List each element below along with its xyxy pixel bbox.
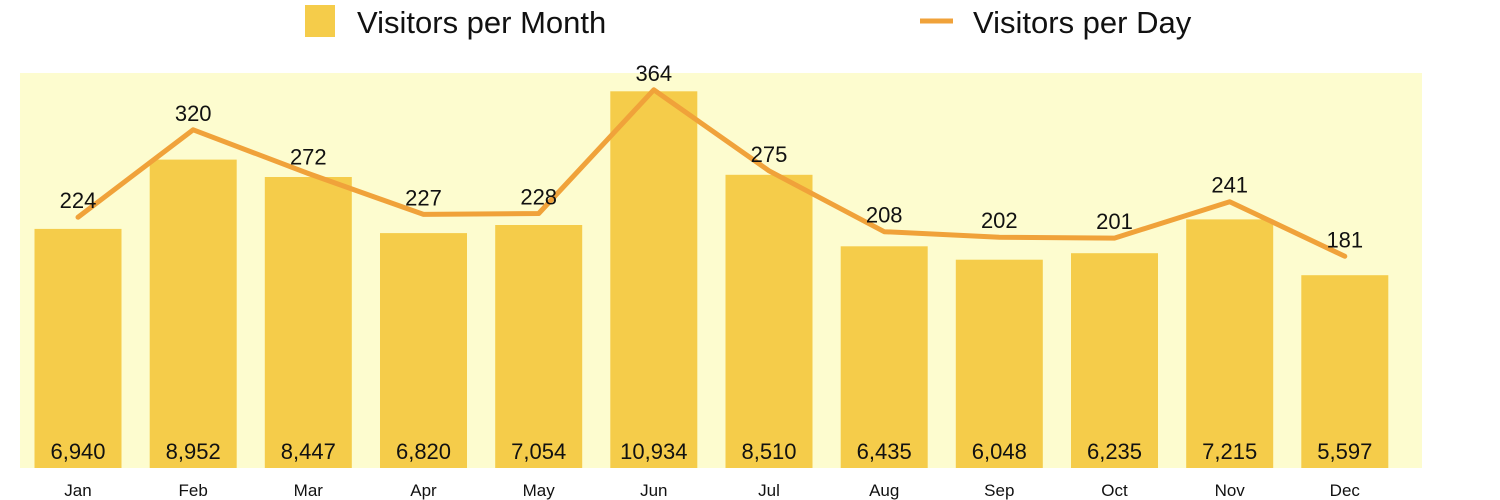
bar-oct	[1071, 253, 1158, 468]
x-tick-nov: Nov	[1215, 481, 1246, 500]
x-tick-aug: Aug	[869, 481, 899, 500]
x-tick-feb: Feb	[179, 481, 208, 500]
line-value-label-jul: 275	[751, 142, 788, 167]
bar-feb	[149, 159, 237, 468]
x-tick-jul: Jul	[758, 481, 780, 500]
line-value-label-dec: 181	[1326, 227, 1363, 252]
line-visitors-per-day	[75, 87, 1348, 259]
x-tick-dec: Dec	[1330, 481, 1361, 500]
bar-nov	[1186, 219, 1274, 468]
bar-value-label-aug: 6,435	[857, 439, 912, 464]
line-value-label-may: 228	[520, 185, 557, 210]
bar-value-label-dec: 5,597	[1317, 439, 1372, 464]
x-tick-jun: Jun	[640, 481, 667, 500]
line-value-label-oct: 201	[1096, 209, 1133, 234]
bar-aug	[840, 246, 928, 468]
bar-may	[495, 225, 583, 468]
bar-value-label-apr: 6,820	[396, 439, 451, 464]
bar-value-label-jan: 6,940	[50, 439, 105, 464]
bar-mar	[264, 177, 352, 468]
bar-value-label-oct: 6,235	[1087, 439, 1142, 464]
x-tick-apr: Apr	[410, 481, 437, 500]
bar-value-label-mar: 8,447	[281, 439, 336, 464]
bar-jun	[610, 91, 698, 469]
bar-labels-layer: 6,940 8,952 8,447 6,820 7,054 10,934 8,510 6,43…	[50, 439, 1372, 464]
bar-value-label-may: 7,054	[511, 439, 566, 464]
x-tick-may: May	[523, 481, 556, 500]
bar-dec	[1301, 275, 1389, 468]
line-value-label-sep: 202	[981, 208, 1018, 233]
line-value-label-mar: 272	[290, 145, 327, 170]
line-value-label-nov: 241	[1211, 173, 1248, 198]
line-value-label-feb: 320	[175, 101, 212, 126]
x-axis-ticks: Jan Feb Mar Apr May Jun Jul Aug Sep Oct Nov Dec	[64, 481, 1360, 500]
line-value-label-aug: 208	[866, 203, 903, 228]
bar-apr	[380, 233, 467, 468]
bar-value-label-jul: 8,510	[741, 439, 796, 464]
legend-label-visitors-per-month: Visitors per Month	[357, 5, 606, 40]
bar-jul	[725, 174, 813, 469]
bar-value-label-sep: 6,048	[972, 439, 1027, 464]
x-tick-jan: Jan	[64, 481, 91, 500]
legend-swatch-visitors-per-month	[305, 5, 335, 37]
bar-value-label-jun: 10,934	[620, 439, 687, 464]
legend: Visitors per Month Visitors per Day	[305, 5, 1192, 40]
x-tick-oct: Oct	[1101, 481, 1128, 500]
x-tick-sep: Sep	[984, 481, 1014, 500]
line-value-label-jun: 364	[635, 61, 672, 86]
bars-layer	[34, 91, 1389, 469]
bar-value-label-feb: 8,952	[166, 439, 221, 464]
x-tick-mar: Mar	[294, 481, 324, 500]
line-labels-layer: 224 320 272 227 228 364 275 208 202 201 241 181	[60, 61, 1364, 253]
bar-sep	[955, 259, 1043, 468]
legend-label-visitors-per-day: Visitors per Day	[973, 5, 1192, 40]
bar-value-label-nov: 7,215	[1202, 439, 1257, 464]
line-layer	[75, 87, 1348, 259]
line-value-label-jan: 224	[60, 188, 97, 213]
bar-jan	[34, 228, 122, 468]
line-value-label-apr: 227	[405, 185, 442, 210]
